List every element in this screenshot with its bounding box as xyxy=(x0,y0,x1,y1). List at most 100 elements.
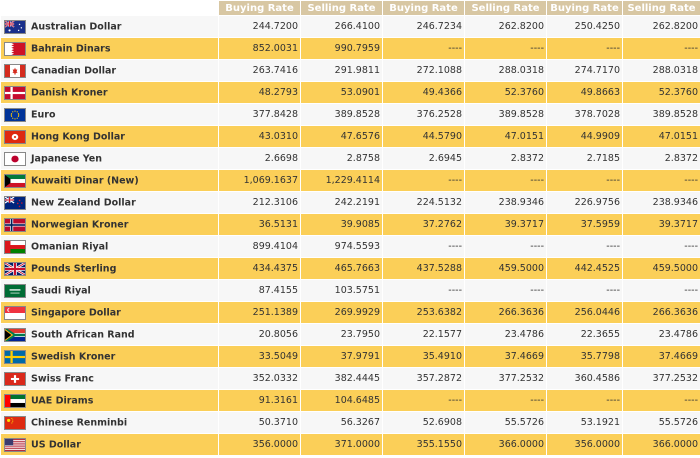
buying-rate-cell: 355.1550 xyxy=(382,433,465,456)
currency-name: Hong Kong Dollar xyxy=(31,131,125,142)
buying-rate-cell: ---- xyxy=(546,37,623,60)
selling-rate-cell: 459.5000 xyxy=(464,257,547,280)
selling-rate-cell: 103.5751 xyxy=(300,279,383,302)
currency-cell: Norwegian Kroner xyxy=(0,213,219,236)
currency-name: US Dollar xyxy=(31,439,81,450)
buying-rate-cell: 442.4525 xyxy=(546,257,623,280)
table-row: Japanese Yen 2.6698 2.8758 2.6945 2.8372 2.71… xyxy=(0,147,700,170)
currency-cell: Euro xyxy=(0,103,219,126)
selling-rate-cell: ---- xyxy=(464,389,547,412)
selling-rate-cell: 291.9811 xyxy=(300,59,383,82)
selling-rate-cell: 23.4786 xyxy=(464,323,547,346)
currency-name: Kuwaiti Dinar (New) xyxy=(31,175,139,186)
selling-rate-cell: ---- xyxy=(464,235,547,258)
currency-name: Pounds Sterling xyxy=(31,263,117,274)
currency-name: Canadian Dollar xyxy=(31,65,117,76)
currency-name: Euro xyxy=(31,109,56,120)
buying-rate-cell: 50.3710 xyxy=(218,411,301,434)
currency-name: UAE Dirams xyxy=(31,395,94,406)
currency-cell: Saudi Riyal xyxy=(0,279,219,302)
selling-rate-cell: 377.2532 xyxy=(622,367,700,390)
buying-rate-cell: 2.6698 xyxy=(218,147,301,170)
selling-rate-cell: 389.8528 xyxy=(300,103,383,126)
selling-rate-cell: 53.0901 xyxy=(300,81,383,104)
buying-rate-cell: 356.0000 xyxy=(218,433,301,456)
buying-rate-cell: 22.3655 xyxy=(546,323,623,346)
selling-rate-cell: 52.3760 xyxy=(622,81,700,104)
switzerland-flag-icon xyxy=(4,371,26,386)
selling-rate-cell: 52.3760 xyxy=(464,81,547,104)
selling-rate-cell: 47.6576 xyxy=(300,125,383,148)
buying-rate-cell: 356.0000 xyxy=(546,433,623,456)
table-row: Euro 377.8428 389.8528 376.2528 389.8528 378.… xyxy=(0,103,700,126)
selling-rate-cell: ---- xyxy=(622,279,700,302)
buying-rate-cell: 357.2872 xyxy=(382,367,465,390)
selling-rate-cell: 288.0318 xyxy=(464,59,547,82)
table-row: Pounds Sterling 434.4375 465.7663 437.5288 4… xyxy=(0,257,700,280)
buying-rate-cell: 226.9756 xyxy=(546,191,623,214)
header-selling-rate-1: Selling Rate xyxy=(300,0,383,16)
selling-rate-cell: ---- xyxy=(622,37,700,60)
currency-cell: Singapore Dollar xyxy=(0,301,219,324)
new-zealand-flag-icon xyxy=(4,195,26,210)
selling-rate-cell: 266.3636 xyxy=(464,301,547,324)
usa-flag-icon xyxy=(4,437,26,452)
selling-rate-cell: 104.6485 xyxy=(300,389,383,412)
table-row: Bahrain Dinars 852.0031 990.7959 ---- ---- --… xyxy=(0,37,700,60)
currency-name: Chinese Renminbi xyxy=(31,417,128,428)
currency-cell: Chinese Renminbi xyxy=(0,411,219,434)
selling-rate-cell: 974.5593 xyxy=(300,235,383,258)
selling-rate-cell: ---- xyxy=(622,235,700,258)
selling-rate-cell: 37.4669 xyxy=(464,345,547,368)
currency-name: Saudi Riyal xyxy=(31,285,91,296)
buying-rate-cell: 253.6382 xyxy=(382,301,465,324)
oman-flag-icon xyxy=(4,239,26,254)
table-row: Hong Kong Dollar 43.0310 47.6576 44.5790 47.… xyxy=(0,125,700,148)
selling-rate-cell: 459.5000 xyxy=(622,257,700,280)
currency-cell: Omanian Riyal xyxy=(0,235,219,258)
table-row: Singapore Dollar 251.1389 269.9929 253.6382… xyxy=(0,301,700,324)
currency-cell: Canadian Dollar xyxy=(0,59,219,82)
buying-rate-cell: 263.7416 xyxy=(218,59,301,82)
buying-rate-cell: ---- xyxy=(382,169,465,192)
buying-rate-cell: 20.8056 xyxy=(218,323,301,346)
table-row: Australian Dollar 244.7200 266.4100 246.723… xyxy=(0,15,700,38)
selling-rate-cell: 2.8372 xyxy=(464,147,547,170)
selling-rate-cell: 366.0000 xyxy=(464,433,547,456)
buying-rate-cell: 35.7798 xyxy=(546,345,623,368)
buying-rate-cell: 244.7200 xyxy=(218,15,301,38)
buying-rate-cell: 44.5790 xyxy=(382,125,465,148)
selling-rate-cell: 47.0151 xyxy=(464,125,547,148)
currency-name: New Zealand Dollar xyxy=(31,197,136,208)
selling-rate-cell: ---- xyxy=(464,279,547,302)
table-row: Omanian Riyal 899.4104 974.5593 ---- ---- ---… xyxy=(0,235,700,258)
header-buying-rate-3: Buying Rate xyxy=(546,0,623,16)
buying-rate-cell: 246.7234 xyxy=(382,15,465,38)
currency-name: Swiss Franc xyxy=(31,373,94,384)
selling-rate-cell: 56.3267 xyxy=(300,411,383,434)
currency-cell: Swedish Kroner xyxy=(0,345,219,368)
selling-rate-cell: 382.4445 xyxy=(300,367,383,390)
buying-rate-cell: 2.6945 xyxy=(382,147,465,170)
bahrain-flag-icon xyxy=(4,41,26,56)
buying-rate-cell: 360.4586 xyxy=(546,367,623,390)
eu-flag-icon xyxy=(4,107,26,122)
header-selling-rate-2: Selling Rate xyxy=(464,0,547,16)
header-buying-rate-2: Buying Rate xyxy=(382,0,465,16)
currency-name: Omanian Riyal xyxy=(31,241,109,252)
selling-rate-cell: 262.8200 xyxy=(464,15,547,38)
buying-rate-cell: 437.5288 xyxy=(382,257,465,280)
china-flag-icon xyxy=(4,415,26,430)
buying-rate-cell: ---- xyxy=(382,37,465,60)
selling-rate-cell: 389.8528 xyxy=(622,103,700,126)
buying-rate-cell: 36.5131 xyxy=(218,213,301,236)
buying-rate-cell: 49.8663 xyxy=(546,81,623,104)
selling-rate-cell: 39.3717 xyxy=(464,213,547,236)
kuwait-flag-icon xyxy=(4,173,26,188)
table-row: UAE Dirams 91.3161 104.6485 ---- ---- ---- ---… xyxy=(0,389,700,412)
uk-flag-icon xyxy=(4,261,26,276)
buying-rate-cell: ---- xyxy=(382,389,465,412)
selling-rate-cell: 288.0318 xyxy=(622,59,700,82)
buying-rate-cell: ---- xyxy=(382,279,465,302)
buying-rate-cell: 352.0332 xyxy=(218,367,301,390)
